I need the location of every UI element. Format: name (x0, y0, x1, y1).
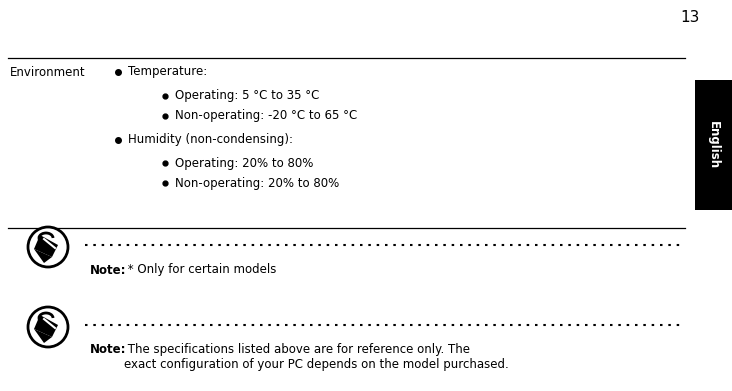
Text: Operating: 5 °C to 35 °C: Operating: 5 °C to 35 °C (175, 90, 319, 102)
Bar (695, 80, 732, 210)
Text: Non-operating: -20 °C to 65 °C: Non-operating: -20 °C to 65 °C (175, 109, 357, 122)
Text: Temperature:: Temperature: (128, 66, 207, 79)
Text: Note:: Note: (90, 343, 127, 356)
Text: Note:: Note: (90, 264, 127, 276)
Text: Humidity (non-condensing):: Humidity (non-condensing): (128, 133, 293, 147)
Text: Non-operating: 20% to 80%: Non-operating: 20% to 80% (175, 176, 339, 190)
Text: 13: 13 (680, 11, 700, 25)
Text: The specifications listed above are for reference only. The
exact configuration : The specifications listed above are for … (124, 343, 509, 371)
Polygon shape (34, 315, 58, 337)
Text: English: English (706, 121, 720, 169)
Polygon shape (34, 235, 58, 257)
Circle shape (28, 307, 68, 347)
Polygon shape (34, 249, 52, 263)
Circle shape (28, 227, 68, 267)
Polygon shape (34, 329, 52, 343)
Text: * Only for certain models: * Only for certain models (124, 264, 277, 276)
Text: Environment: Environment (10, 66, 86, 79)
Text: Operating: 20% to 80%: Operating: 20% to 80% (175, 156, 313, 170)
